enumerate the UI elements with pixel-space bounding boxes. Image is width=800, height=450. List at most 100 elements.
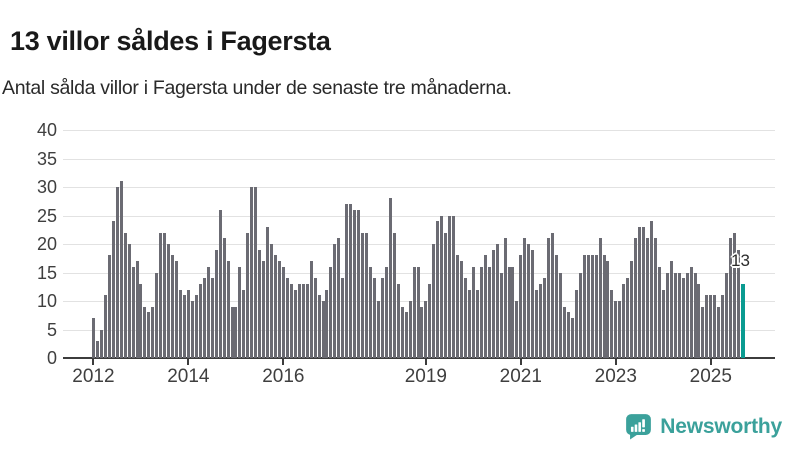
newsworthy-logo[interactable]: Newsworthy (625, 413, 782, 440)
bar (341, 278, 345, 358)
bar (293, 289, 297, 358)
bar (210, 278, 214, 358)
bar (404, 312, 408, 358)
bar (610, 289, 614, 358)
bar (495, 244, 499, 358)
bar (638, 226, 642, 358)
bar (131, 266, 135, 358)
bar (535, 289, 539, 358)
bar (420, 306, 424, 358)
bar (218, 209, 222, 358)
bar (642, 226, 646, 358)
bar (111, 221, 115, 358)
bar (309, 261, 313, 358)
bar (626, 278, 630, 358)
highlight-bar (741, 283, 746, 358)
bar (424, 301, 428, 358)
highlight-value-label: 13 (731, 251, 750, 270)
bar (448, 215, 452, 358)
bar (274, 255, 278, 358)
bar (400, 306, 404, 358)
bar (646, 238, 650, 358)
bar (380, 278, 384, 358)
bar (650, 221, 653, 358)
bar (167, 244, 171, 358)
bar (527, 244, 531, 358)
bar (206, 266, 210, 358)
bar (555, 255, 559, 358)
bar (92, 318, 95, 358)
bar (333, 244, 337, 358)
bar (558, 272, 562, 358)
bar (551, 232, 555, 358)
bar (709, 295, 713, 358)
bar (665, 272, 669, 358)
bar (511, 266, 515, 358)
bar (681, 278, 685, 358)
bar (713, 295, 717, 358)
bar (262, 261, 266, 358)
bar (163, 232, 167, 358)
bar (444, 232, 448, 358)
bar (139, 283, 143, 358)
bar (598, 238, 602, 358)
bar (701, 306, 705, 358)
bar (369, 266, 373, 358)
y-axis-label: 20 (36, 234, 57, 254)
bar (661, 289, 665, 358)
bar (483, 255, 487, 358)
bar (570, 318, 574, 358)
bar (317, 295, 321, 358)
bar (301, 283, 305, 358)
bar (297, 283, 301, 358)
bar (566, 312, 570, 358)
bar (602, 255, 606, 358)
bar (278, 261, 281, 358)
bar (705, 295, 709, 358)
bar (539, 283, 543, 358)
chart-subtitle: Antal sålda villor i Fagersta under de s… (2, 77, 512, 99)
x-axis-label: 2016 (262, 366, 305, 387)
bar (729, 238, 733, 358)
bar (547, 238, 551, 358)
bar (693, 272, 697, 358)
bar (392, 232, 396, 358)
bar (725, 272, 729, 358)
bar (135, 261, 139, 358)
bar (562, 306, 566, 358)
bar (460, 261, 464, 358)
bar (436, 221, 440, 358)
bar (578, 272, 582, 358)
bar (361, 232, 365, 358)
bar (479, 266, 483, 358)
y-axis-label: 25 (36, 205, 57, 226)
bar (531, 249, 535, 358)
bar (618, 301, 622, 358)
bar (349, 204, 353, 358)
x-axis-tick (187, 359, 190, 365)
bar (737, 249, 741, 358)
bar (515, 301, 519, 358)
bar (594, 255, 598, 358)
bar (329, 266, 333, 358)
bar (464, 278, 467, 358)
bar (127, 244, 131, 358)
bar (590, 255, 594, 358)
gridline (63, 187, 775, 188)
bar (491, 249, 495, 358)
bar (222, 238, 226, 358)
bar (143, 306, 147, 358)
newsworthy-logo-icon (626, 414, 652, 440)
gridline (63, 215, 775, 217)
bar-chart: 0 5 10 15 20 25 30 35 40 2012 2014 2016 2019 2021 2023… (0, 110, 800, 400)
bar (183, 295, 187, 358)
bar (345, 204, 349, 358)
bar (384, 266, 388, 358)
bar (246, 232, 250, 358)
bar (685, 272, 689, 358)
bar (99, 329, 103, 358)
y-axis-label: 15 (36, 262, 57, 283)
bar (202, 278, 206, 358)
bar (103, 295, 107, 358)
bar (198, 283, 202, 358)
